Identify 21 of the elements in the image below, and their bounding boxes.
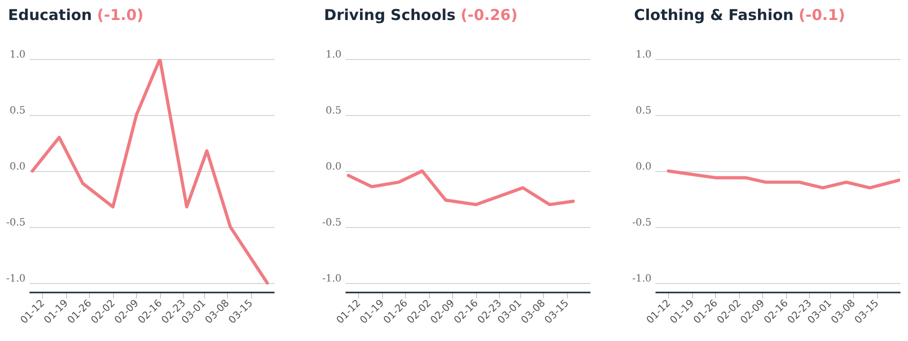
chart-subtitle: (-0.26) <box>460 6 518 24</box>
y-tick-label: 0.5 <box>10 106 26 116</box>
y-tick-label: 0.0 <box>10 161 26 172</box>
y-tick-label: 0.5 <box>326 106 342 116</box>
y-tick-label: -0.5 <box>322 217 342 228</box>
y-tick-label: -1.0 <box>632 273 652 284</box>
y-tick-label: -1.0 <box>6 273 26 284</box>
chart-subtitle: (-1.0) <box>96 6 144 24</box>
y-tick-label: -0.5 <box>6 217 26 228</box>
y-tick-label: 0.0 <box>326 161 342 172</box>
y-tick-label: 1.0 <box>326 50 342 60</box>
chart-subtitle: (-0.1) <box>798 6 846 24</box>
chart-title: Driving Schools <box>324 6 456 24</box>
y-tick-label: -0.5 <box>632 217 652 228</box>
chart-title: Education <box>8 6 92 24</box>
y-tick-label: -1.0 <box>322 273 342 284</box>
y-tick-label: 1.0 <box>636 50 652 60</box>
chart-title: Clothing & Fashion <box>634 6 794 24</box>
y-tick-label: 1.0 <box>10 50 26 60</box>
y-tick-label: 0.5 <box>636 106 652 116</box>
y-tick-label: 0.0 <box>636 161 652 172</box>
